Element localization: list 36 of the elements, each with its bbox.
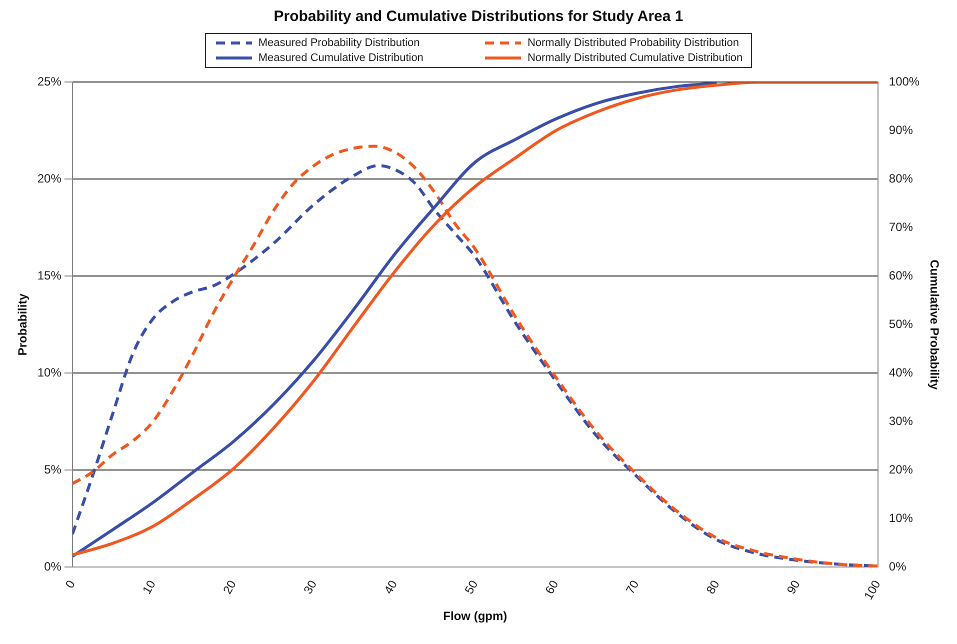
- x-tick-label: 30: [300, 578, 320, 596]
- y2-tick-label: 70%: [888, 220, 914, 234]
- y2-tick-label: 100%: [888, 74, 920, 89]
- y2-tick-label: 40%: [888, 365, 914, 380]
- x-tick-label: 100: [861, 578, 884, 602]
- x-tick-label: 50: [462, 578, 481, 596]
- x-tick-label: 70: [622, 578, 642, 596]
- legend-label: Measured Cumulative Distribution: [258, 52, 424, 64]
- x-tick-label: 0: [62, 578, 78, 591]
- legend-label: Measured Probability Distribution: [258, 37, 420, 49]
- y-tick-label: 15%: [37, 268, 62, 282]
- y-tick-label: 20%: [37, 171, 62, 186]
- x-tick-label: 80: [703, 578, 722, 596]
- y-tick-label: 0%: [44, 559, 62, 574]
- y2-tick-label: 20%: [888, 462, 914, 476]
- y-tick-label: 5%: [44, 462, 62, 476]
- y-tick-label: 10%: [37, 365, 62, 380]
- legend-label: Normally Distributed Probability Distribution: [527, 37, 739, 49]
- x-tick-label: 90: [784, 578, 803, 596]
- x-tick-label: 20: [220, 578, 240, 596]
- y2-tick-label: 60%: [888, 268, 914, 282]
- y2-tick-label: 30%: [888, 414, 914, 428]
- chart-title: Probability and Cumulative Distributions for Study Area 1: [272, 8, 684, 25]
- y-axis-title: Probability: [16, 293, 30, 356]
- y-tick-label: 25%: [37, 74, 62, 89]
- y2-tick-label: 90%: [888, 123, 914, 137]
- y2-tick-label: 80%: [888, 171, 914, 186]
- x-tick-label: 10: [140, 578, 159, 596]
- y2-axis-title: Cumulative Probability: [927, 260, 942, 390]
- y2-tick-label: 0%: [888, 559, 907, 574]
- y2-tick-label: 10%: [888, 510, 914, 525]
- x-axis-title: Flow (gpm): [443, 609, 508, 624]
- y2-tick-label: 50%: [888, 316, 914, 331]
- x-tick-label: 40: [381, 578, 400, 596]
- x-tick-label: 60: [542, 578, 562, 596]
- legend-label: Normally Distributed Cumulative Distribution: [527, 52, 743, 64]
